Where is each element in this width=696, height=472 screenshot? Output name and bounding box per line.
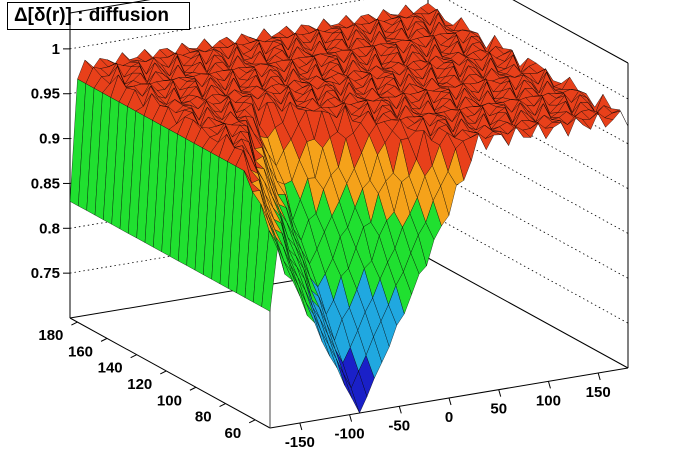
y-tick <box>219 403 226 408</box>
x-tick-label: 50 <box>490 401 507 418</box>
y-tick-label: 180 <box>38 327 63 344</box>
z-tick-label: 1 <box>52 41 60 58</box>
y-tick-label: 60 <box>224 425 241 442</box>
z-tick-label: 0.85 <box>31 175 60 192</box>
x-tick-label: -150 <box>285 434 315 451</box>
z-tick-label: 0.8 <box>39 220 60 237</box>
x-tick <box>448 397 452 406</box>
x-tick <box>597 372 601 381</box>
z-tick-label: 0.75 <box>31 265 60 282</box>
y-tick-label: 160 <box>68 343 93 360</box>
z-tick-label: 0.9 <box>39 131 60 148</box>
y-tick <box>160 370 167 375</box>
y-tick-label: 120 <box>127 376 152 393</box>
y-tick-label: 140 <box>98 360 123 377</box>
chart-title: Δ[δ(r)] : diffusion <box>7 2 190 30</box>
y-tick-label: 80 <box>195 409 212 426</box>
x-tick <box>547 381 551 389</box>
x-tick <box>299 422 303 431</box>
y-tick <box>248 419 256 424</box>
x-tick <box>398 406 402 414</box>
plot-axes: 0.750.80.850.90.9516080100120140160180-1… <box>31 41 611 451</box>
x-tick-label: 100 <box>536 392 561 409</box>
y-tick <box>130 354 137 359</box>
surface-cell <box>612 109 629 127</box>
y-tick <box>100 337 108 342</box>
z-tick-label: 0.95 <box>31 86 60 103</box>
x-tick <box>349 414 353 422</box>
frame-edge <box>69 317 271 429</box>
x-tick <box>498 389 502 397</box>
y-tick-label: 100 <box>157 392 182 409</box>
y-tick <box>189 386 197 391</box>
x-tick-label: -50 <box>388 417 410 434</box>
x-tick-label: -100 <box>335 426 365 443</box>
x-tick-label: 0 <box>445 409 453 426</box>
frame-edge <box>427 257 629 369</box>
surface-mesh <box>69 2 629 414</box>
y-tick <box>71 321 78 326</box>
x-tick-label: 150 <box>586 384 611 401</box>
frame-edge <box>512 0 629 64</box>
frame-edge <box>69 0 151 14</box>
